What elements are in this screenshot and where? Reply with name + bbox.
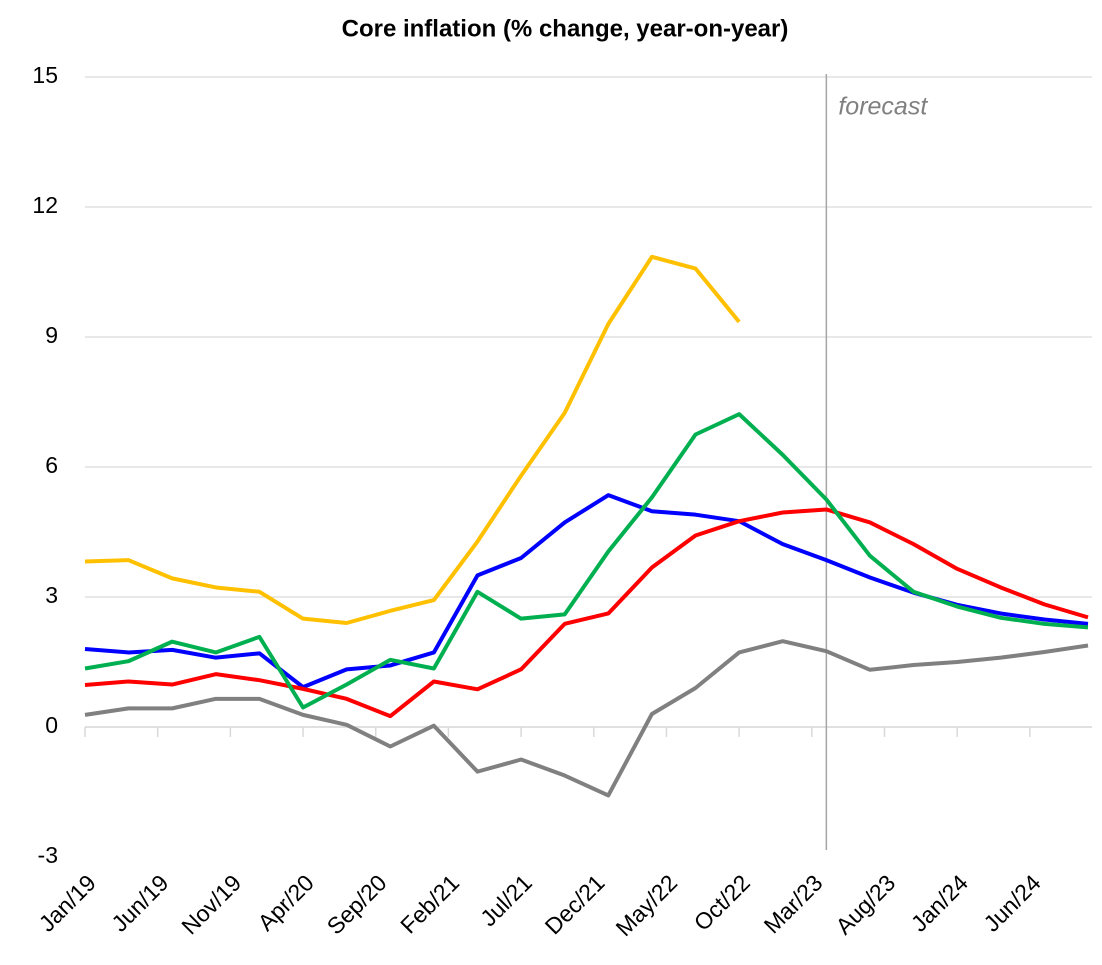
y-tick-label: 0: [45, 712, 58, 738]
x-tick-label: Nov/19: [176, 869, 246, 939]
series-line: [84, 412, 1089, 710]
x-tick-label: Aug/23: [830, 869, 900, 939]
x-tick-label: Jul/21: [475, 869, 537, 931]
x-tick-label: Apr/20: [253, 869, 319, 935]
chart-title: Core inflation (% change, year-on-year): [342, 15, 789, 42]
forecast-label: forecast: [838, 93, 928, 121]
x-tick-label: Mar/23: [759, 869, 828, 938]
series-line: [84, 507, 1089, 719]
x-tick-label: Feb/21: [395, 869, 464, 938]
series-line: [84, 639, 1089, 798]
y-tick-label: 9: [45, 322, 58, 348]
y-tick-label: 15: [32, 62, 58, 88]
x-tick-label: Jan/19: [34, 869, 101, 936]
y-tick-label: 3: [45, 582, 58, 608]
x-tick-label: Oct/22: [689, 869, 755, 935]
x-tick-label: Sep/20: [322, 869, 392, 939]
y-tick-label: 12: [32, 192, 58, 218]
x-tick-label: Jun/19: [106, 869, 173, 936]
x-tick-label: Jun/24: [978, 869, 1045, 936]
series-line: [84, 254, 741, 625]
x-tick-label: May/22: [611, 869, 683, 941]
x-tick-label: Jan/24: [906, 869, 973, 936]
y-tick-label: 6: [45, 452, 58, 478]
x-tick-label: Dec/21: [540, 869, 610, 939]
y-tick-label: -3: [38, 842, 58, 868]
